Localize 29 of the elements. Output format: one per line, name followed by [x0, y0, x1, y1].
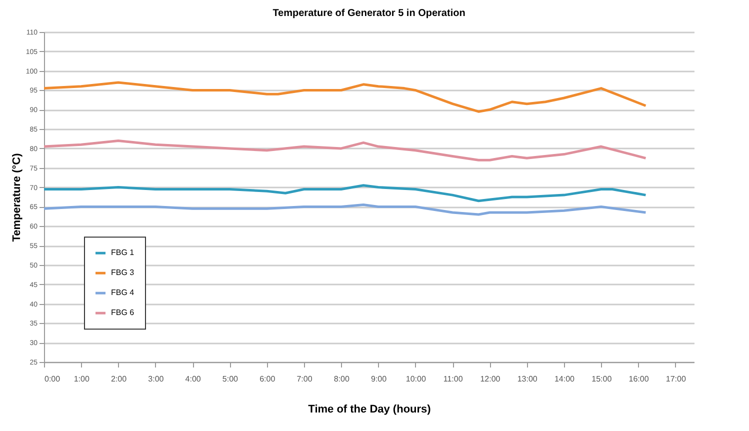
line-series: [44, 81, 647, 113]
legend-label: FBG 6: [111, 308, 135, 318]
x-tick-label: 5:00: [222, 374, 239, 384]
x-tick-label: 16:00: [628, 374, 650, 384]
chart-title: Temperature of Generator 5 in Operation: [272, 8, 466, 19]
x-tick-label: 8:00: [334, 374, 350, 384]
line-series: [44, 139, 647, 162]
x-tick-label: 13:00: [517, 374, 538, 384]
x-tick-label: 11:00: [443, 374, 464, 384]
x-tick-label: 17:00: [666, 374, 686, 384]
legend-label: FBG 1: [111, 248, 135, 258]
x-tick-label: 9:00: [370, 374, 388, 384]
line-series: [44, 204, 647, 216]
x-tick-label: 15:00: [592, 374, 612, 384]
x-tick-label: 6:00: [260, 374, 276, 384]
x-tick-label: 12:00: [480, 374, 501, 384]
x-tick-label: 14:00: [554, 374, 576, 384]
x-tick-label: 2:00: [110, 374, 128, 384]
legend-label: FBG 4: [111, 288, 135, 298]
x-tick-label: 3:00: [148, 374, 164, 384]
x-axis-title: Time of the Day (hours): [308, 404, 432, 416]
legend-label: FBG 3: [111, 268, 135, 278]
y-axis-title: Temperature (°C): [10, 152, 23, 242]
x-tick-label: 4:00: [185, 374, 202, 384]
line-series: [44, 184, 647, 202]
x-tick-label: 10:00: [406, 374, 426, 384]
x-tick-label: 7:00: [296, 374, 313, 384]
x-tick-label: 1:00: [74, 374, 90, 384]
x-tick-label: 0:00: [44, 374, 61, 384]
